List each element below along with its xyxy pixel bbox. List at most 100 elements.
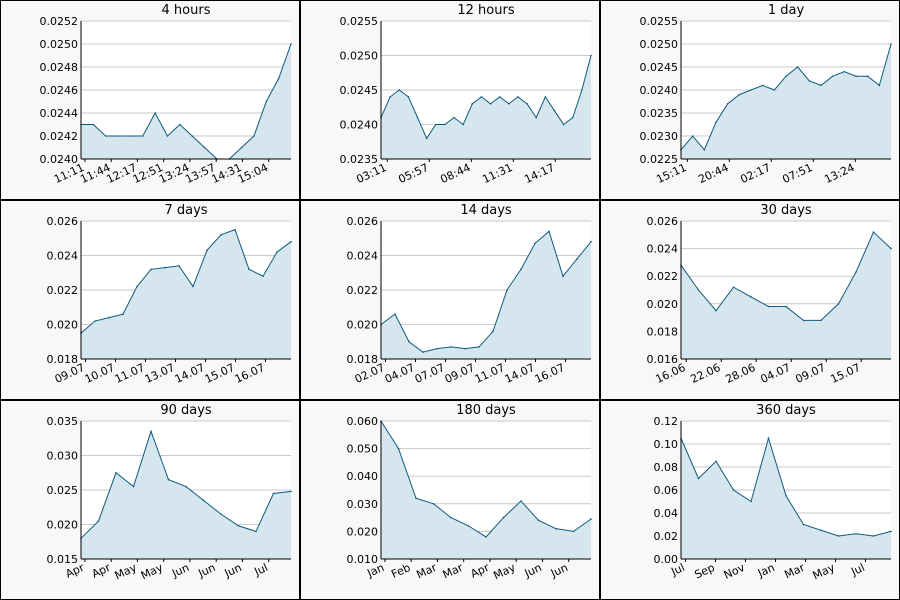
data-point bbox=[154, 112, 156, 114]
data-point bbox=[415, 497, 417, 500]
chart-svg: 0.0225 0.0230 0.0235 0.0240 0.0245 0.0250 0.02… bbox=[640, 15, 892, 186]
data-point bbox=[277, 77, 280, 80]
data-point bbox=[785, 494, 787, 497]
data-point bbox=[115, 471, 117, 474]
data-point bbox=[820, 319, 822, 322]
x-tick-label: Jul bbox=[668, 561, 686, 579]
y-tick-label: 0.010 bbox=[347, 553, 379, 566]
y-tick-label: 0.12 bbox=[654, 415, 679, 428]
chart-title: 360 days bbox=[756, 403, 816, 418]
y-tick-label: 0.0230 bbox=[640, 130, 679, 143]
data-point bbox=[576, 258, 578, 260]
data-point bbox=[220, 234, 222, 236]
data-point bbox=[526, 103, 528, 105]
data-point bbox=[480, 96, 483, 98]
y-tick-label: 0.040 bbox=[347, 470, 379, 483]
data-point bbox=[761, 84, 764, 87]
data-point bbox=[726, 103, 729, 105]
data-point bbox=[715, 309, 717, 312]
data-point bbox=[276, 251, 278, 253]
data-point bbox=[837, 303, 840, 305]
chart-panel-1-day: 1 day 0.0225 0.0230 0.0235 0.0240 0.0245 0.02… bbox=[600, 0, 900, 200]
y-tick-label: 0.0240 bbox=[40, 153, 79, 166]
data-point bbox=[108, 316, 110, 319]
data-point bbox=[750, 500, 752, 503]
y-tick-label: 0.0246 bbox=[40, 84, 79, 97]
x-tick-label: Jun bbox=[522, 561, 544, 580]
y-tick-label: 0.0252 bbox=[40, 15, 79, 28]
data-point bbox=[562, 123, 565, 126]
x-tick-label: 10.07 bbox=[83, 361, 117, 386]
series-area bbox=[681, 438, 891, 559]
chart-panel-180-days: 180 days 0.010 0.020 0.030 0.040 0.050 0.060 J… bbox=[300, 400, 600, 600]
y-tick-label: 0.022 bbox=[47, 284, 79, 297]
x-tick-label: 11.07 bbox=[113, 361, 147, 386]
data-point bbox=[166, 135, 169, 137]
y-tick-label: 0.0250 bbox=[640, 38, 679, 51]
y-tick-label: 0.026 bbox=[47, 215, 79, 228]
data-point bbox=[253, 135, 255, 137]
data-point bbox=[738, 93, 741, 96]
chart-svg: 0.00 0.02 0.04 0.06 0.08 0.10 0.12 Jul Sep Nov Jan… bbox=[654, 415, 892, 582]
data-point bbox=[890, 43, 892, 45]
data-point bbox=[240, 146, 243, 149]
chart-title: 1 day bbox=[767, 3, 805, 18]
y-tick-label: 0.022 bbox=[347, 284, 379, 297]
data-point bbox=[185, 485, 187, 488]
series-area bbox=[381, 421, 591, 559]
data-point bbox=[562, 275, 564, 277]
chart-svg: 0.0180.0200.0220.0240.02602.0704.0707.07… bbox=[347, 215, 592, 386]
data-point bbox=[265, 100, 268, 103]
x-tick-label: Apr bbox=[90, 561, 113, 581]
data-point bbox=[122, 313, 124, 315]
data-point bbox=[837, 535, 840, 537]
data-point bbox=[489, 103, 492, 105]
y-tick-label: 0.024 bbox=[47, 250, 79, 263]
y-tick-label: 0.0225 bbox=[640, 153, 679, 166]
y-tick-label: 0.030 bbox=[47, 450, 79, 463]
data-point bbox=[492, 330, 494, 333]
series-area bbox=[81, 44, 291, 159]
data-point bbox=[150, 268, 152, 271]
data-point bbox=[141, 135, 144, 137]
data-point bbox=[808, 80, 811, 82]
x-tick-label: 09.07 bbox=[443, 361, 477, 386]
data-point bbox=[104, 135, 107, 137]
chart-panel-14-days: 14 days 0.018 0.020 0.022 0.024 0.026 02.07 04… bbox=[300, 200, 600, 400]
data-point bbox=[572, 530, 575, 533]
data-point bbox=[97, 520, 100, 522]
y-tick-label: 0.04 bbox=[654, 507, 679, 520]
data-point bbox=[571, 116, 574, 119]
chart-title: 4 hours bbox=[161, 3, 211, 18]
data-point bbox=[416, 116, 419, 119]
y-tick-label: 0.015 bbox=[47, 553, 79, 566]
data-point bbox=[750, 89, 752, 91]
x-tick-label: Jul bbox=[848, 561, 866, 579]
x-tick-label: 13:24 bbox=[822, 161, 856, 186]
y-tick-label: 0.0242 bbox=[40, 130, 79, 143]
series-area bbox=[81, 229, 291, 359]
data-point bbox=[767, 437, 770, 440]
series-area bbox=[681, 232, 891, 359]
y-tick-label: 0.0245 bbox=[640, 61, 679, 74]
y-tick-label: 0.0250 bbox=[340, 50, 379, 63]
data-point bbox=[732, 286, 735, 289]
chart-title: 7 days bbox=[164, 203, 208, 218]
y-tick-label: 0.030 bbox=[347, 498, 379, 511]
data-point bbox=[502, 516, 505, 519]
chart-title: 12 hours bbox=[457, 3, 515, 18]
series-line bbox=[80, 228, 292, 334]
y-tick-label: 0.0240 bbox=[340, 119, 379, 132]
data-point bbox=[750, 296, 752, 298]
y-tick-label: 0.020 bbox=[347, 319, 379, 332]
data-point bbox=[866, 75, 869, 77]
data-point bbox=[535, 116, 538, 119]
y-tick-label: 0.0245 bbox=[340, 84, 379, 97]
y-tick-label: 0.10 bbox=[654, 438, 679, 451]
x-tick-label: 28.06 bbox=[723, 361, 757, 386]
data-point bbox=[444, 123, 446, 126]
data-point bbox=[453, 116, 455, 119]
